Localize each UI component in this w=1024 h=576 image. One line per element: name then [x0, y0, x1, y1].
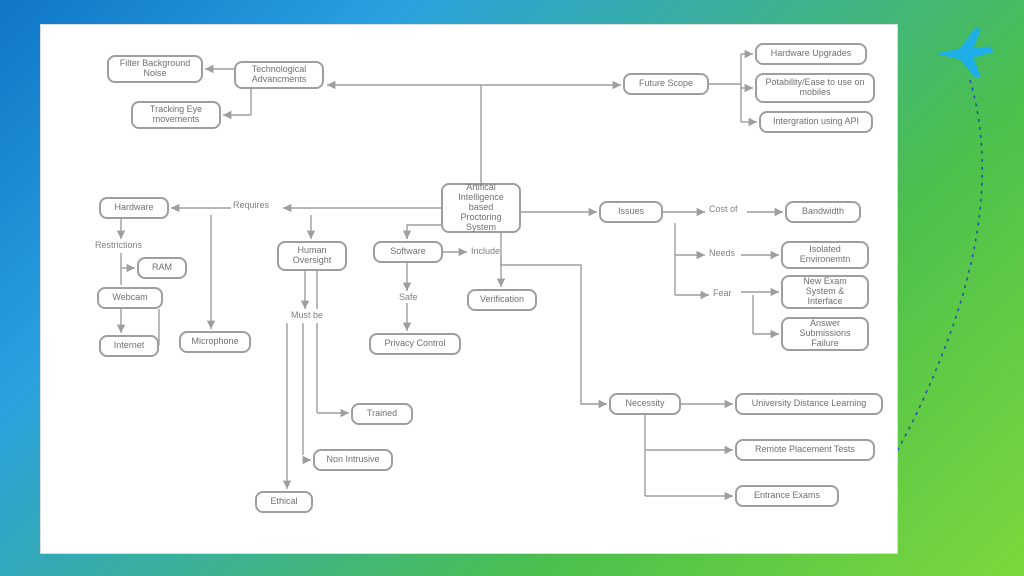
node-issues: Issues — [599, 201, 663, 223]
node-tech-advancements: Technological Advancments — [234, 61, 324, 89]
label-restrictions: Restrictions — [95, 241, 142, 251]
node-tracking-eye: Tracking Eye movements — [131, 101, 221, 129]
diagram-canvas: Artifical Intelligence based Proctoring … — [40, 24, 898, 554]
node-remote-placement-tests: Remote Placement Tests — [735, 439, 875, 461]
node-new-exam-system: New Exam System & Interface — [781, 275, 869, 309]
node-entrance-exams: Entrance Exams — [735, 485, 839, 507]
label-fear: Fear — [713, 289, 732, 299]
node-non-intrusive: Non Intrusive — [313, 449, 393, 471]
label-must-be: Must be — [291, 311, 323, 321]
node-human-oversight: Human Oversight — [277, 241, 347, 271]
node-potability: Potability/Ease to use on mobiles — [755, 73, 875, 103]
node-future-scope: Future Scope — [623, 73, 709, 95]
node-necessity: Necessity — [609, 393, 681, 415]
node-isolated-env: Isolated Environemtn — [781, 241, 869, 269]
node-verification: Verification — [467, 289, 537, 311]
node-ram: RAM — [137, 257, 187, 279]
airplane-icon — [934, 22, 994, 82]
node-webcam: Webcam — [97, 287, 163, 309]
node-hardware: Hardware — [99, 197, 169, 219]
node-answer-failure: Answer Submissions Failure — [781, 317, 869, 351]
label-safe: Safe — [399, 293, 418, 303]
node-integration-api: Intergration using API — [759, 111, 873, 133]
slide-frame: Artifical Intelligence based Proctoring … — [0, 0, 1024, 576]
label-include: Include — [471, 247, 500, 257]
node-trained: Trained — [351, 403, 413, 425]
node-hw-upgrades: Hardware Upgrades — [755, 43, 867, 65]
label-requires: Requires — [233, 201, 269, 211]
label-cost-of: Cost of — [709, 205, 738, 215]
node-microphone: Microphone — [179, 331, 251, 353]
label-needs: Needs — [709, 249, 735, 259]
node-internet: Internet — [99, 335, 159, 357]
node-univ-distance-learning: University Distance Learning — [735, 393, 883, 415]
node-software: Software — [373, 241, 443, 263]
node-ethical: Ethical — [255, 491, 313, 513]
node-privacy-control: Privacy Control — [369, 333, 461, 355]
node-bandwidth: Bandwidth — [785, 201, 861, 223]
node-filter-bg-noise: Filter Background Noise — [107, 55, 203, 83]
node-center: Artifical Intelligence based Proctoring … — [441, 183, 521, 233]
